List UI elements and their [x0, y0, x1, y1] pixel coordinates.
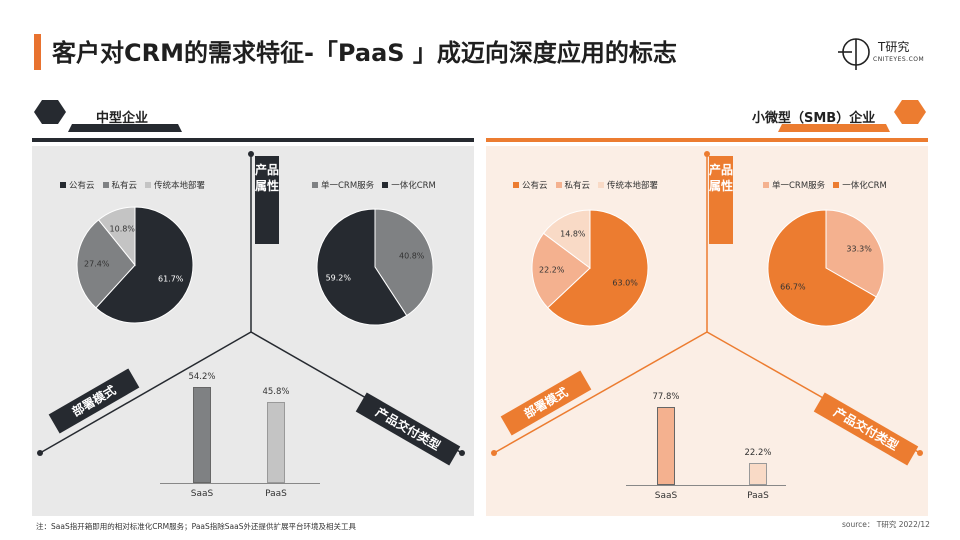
legend-item: 一体化CRM [382, 179, 436, 191]
legend-label: 传统本地部署 [607, 181, 659, 191]
logo-name: T研究 [878, 40, 910, 54]
legend-label: 公有云 [69, 181, 95, 191]
legend-item: 单一CRM服务 [312, 179, 374, 191]
left-header-hexagon [34, 100, 66, 124]
pie-slice-0-1 [76, 219, 136, 309]
pie-chart-3 [531, 209, 649, 327]
legend-item: 传统本地部署 [145, 179, 205, 191]
left-attr-label: 产品属性 [255, 156, 279, 244]
pie-chart-4 [767, 209, 885, 327]
left-segment-title: 中型企业 [96, 111, 149, 126]
right-y-dot-top [704, 151, 710, 157]
pie-label-3-0: 63.0% [612, 278, 638, 288]
bar-category-label-5-0: SaaS [654, 491, 678, 501]
pie-slice-3-0 [547, 209, 649, 327]
right-header-line [486, 138, 928, 142]
legend-swatch [555, 182, 562, 188]
right-header-hexagon [894, 100, 926, 124]
bar-category-label-5-1: PaaS [747, 491, 769, 501]
title-accent-bar [34, 34, 41, 70]
pie-label-3-2: 14.8% [560, 229, 586, 239]
bar-value-label-2-0: 54.2% [188, 372, 216, 382]
pie-slice-0-0 [95, 206, 194, 324]
right-y-arm-left [493, 331, 708, 454]
left-y-dot-left [37, 450, 43, 456]
left-header-line [32, 138, 474, 142]
legend-swatch [102, 182, 109, 188]
pie-chart-0 [76, 206, 194, 324]
bar-2-0 [193, 387, 211, 483]
pie-legend-4: 单一CRM服务 一体化CRM [763, 179, 887, 191]
page-title: 客户对CRM的需求特征-「PaaS 」成迈向深度应用的标志 [52, 39, 677, 67]
pie-label-0-1: 27.4% [84, 259, 110, 269]
legend-item: 公有云 [513, 179, 548, 191]
bar-category-label-2-0: SaaS [190, 489, 214, 499]
bar-value-label-5-0: 77.8% [652, 392, 680, 402]
legend-swatch [833, 182, 840, 188]
source-text: source： T研究 2022/12 [842, 520, 930, 529]
right-segment-title: 小微型（SMB）企业 [752, 111, 876, 126]
logo-icon [838, 38, 870, 70]
bar-axis-5 [626, 485, 786, 486]
legend-label: 单一CRM服务 [772, 181, 826, 191]
right-attr-label: 产品属性 [709, 156, 733, 244]
pie-slice-1-1 [316, 208, 408, 326]
pie-slice-4-0 [825, 209, 885, 298]
legend-label: 一体化CRM [391, 181, 436, 191]
left-y-arm-left [39, 331, 252, 454]
legend-swatch [60, 182, 66, 188]
left-header-banner [68, 124, 182, 132]
legend-swatch [382, 182, 389, 188]
bar-axis-2 [160, 483, 320, 484]
pie-label-1-1: 59.2% [325, 273, 352, 283]
legend-label: 一体化CRM [842, 181, 887, 191]
legend-swatch [763, 182, 769, 188]
legend-swatch [598, 182, 605, 188]
pie-label-1-0: 40.8% [398, 251, 425, 261]
pie-legend-3: 公有云 私有云 传统本地部署 [513, 179, 658, 191]
legend-item: 私有云 [102, 179, 138, 191]
left-y-dot-right [459, 450, 465, 456]
legend-swatch [312, 182, 318, 188]
pie-chart-1 [316, 208, 434, 326]
legend-swatch [513, 182, 519, 188]
right-y-dot-right [917, 450, 923, 456]
pie-legend-0: 公有云 私有云 传统本地部署 [60, 179, 205, 191]
pie-slice-0-2 [97, 206, 136, 267]
bar-value-label-2-1: 45.8% [262, 386, 290, 397]
legend-label: 公有云 [522, 181, 548, 191]
pie-label-4-1: 66.7% [780, 282, 806, 292]
left-y-dot-top [248, 151, 254, 157]
legend-item: 私有云 [555, 179, 591, 191]
legend-label: 私有云 [111, 181, 138, 191]
legend-item: 一体化CRM [833, 179, 887, 191]
footnote: 注：SaaS指开箱即用的相对标准化CRM服务；PaaS指除SaaS外还提供扩展平… [36, 522, 356, 531]
legend-item: 传统本地部署 [598, 179, 658, 191]
pie-legend-1: 单一CRM服务 一体化CRM [312, 179, 436, 191]
right-y-dot-left [491, 450, 497, 456]
pie-label-0-2: 10.8% [109, 224, 135, 234]
legend-swatch [145, 182, 152, 188]
right-header-banner [778, 124, 890, 132]
legend-item: 单一CRM服务 [763, 179, 825, 191]
bar-category-label-2-1: PaaS [265, 489, 287, 499]
pie-label-3-1: 22.2% [539, 265, 565, 275]
pie-slice-3-1 [531, 232, 591, 309]
pie-label-0-0: 61.7% [157, 274, 184, 284]
bar-2-1 [267, 401, 285, 483]
mid-enterprise-panel [32, 146, 474, 516]
bar-value-label-5-1: 22.2% [744, 447, 772, 458]
bar-5-1 [749, 462, 767, 485]
pie-slice-4-1 [767, 209, 877, 327]
legend-label: 传统本地部署 [154, 181, 206, 191]
bar-5-0 [657, 407, 675, 485]
legend-item: 公有云 [60, 179, 95, 191]
legend-label: 单一CRM服务 [321, 181, 375, 191]
logo-url: CNITEYES.COM [873, 56, 925, 63]
pie-label-4-0: 33.3% [846, 244, 872, 254]
legend-label: 私有云 [564, 181, 591, 191]
pie-slice-3-2 [542, 209, 591, 269]
